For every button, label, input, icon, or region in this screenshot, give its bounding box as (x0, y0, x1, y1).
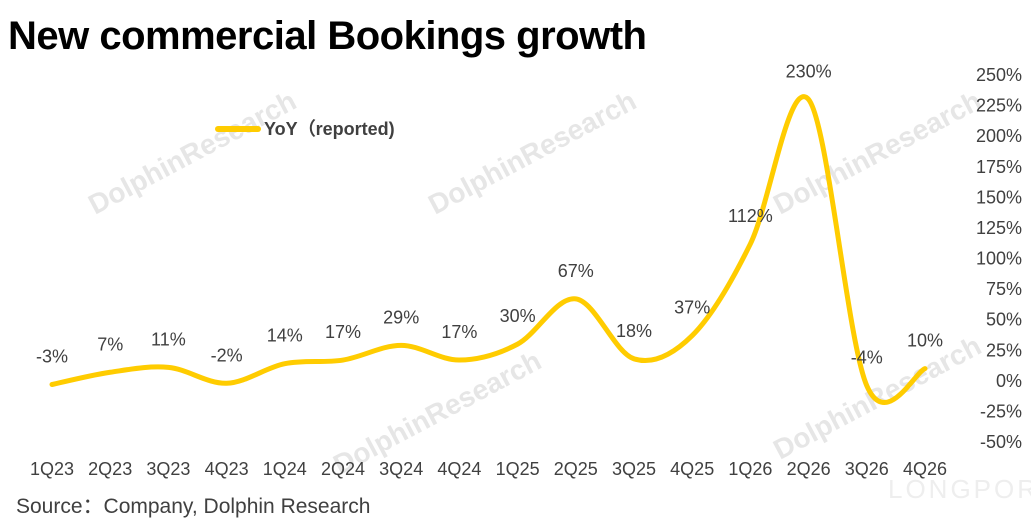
watermark-text: DolphinResearch (768, 85, 986, 220)
data-label: 7% (97, 334, 123, 354)
y-tick-label: 150% (976, 187, 1022, 207)
data-label: 30% (500, 306, 536, 326)
data-label: 112% (728, 206, 773, 226)
x-tick-label: 3Q26 (845, 459, 889, 479)
data-label: 14% (267, 326, 303, 346)
data-label: 11% (151, 329, 186, 349)
y-tick-label: 200% (976, 126, 1022, 146)
y-tick-label: -50% (980, 432, 1022, 452)
x-tick-label: 4Q25 (670, 459, 714, 479)
y-tick-label: 75% (986, 279, 1022, 299)
x-tick-label: 2Q24 (321, 459, 365, 479)
y-tick-label: 175% (976, 157, 1022, 177)
data-label: 67% (558, 261, 594, 281)
x-tick-label: 1Q25 (496, 459, 540, 479)
y-axis-ticks: 250% 225% 200% 175% 150% 125% 100% 75% 50% 25% 0% -… (976, 65, 1022, 452)
y-tick-label: -25% (980, 401, 1022, 421)
x-tick-label: 4Q23 (205, 459, 249, 479)
data-label: -4% (851, 348, 883, 368)
watermark-layer: DolphinResearch DolphinResearch DolphinRes… (83, 85, 1031, 504)
x-tick-label: 1Q24 (263, 459, 307, 479)
data-label: 17% (325, 322, 361, 342)
x-tick-label: 3Q25 (612, 459, 656, 479)
data-label: -2% (211, 345, 243, 365)
x-tick-label: 2Q25 (554, 459, 598, 479)
y-tick-label: 250% (976, 65, 1022, 85)
x-tick-label: 3Q24 (379, 459, 423, 479)
x-tick-label: 1Q26 (728, 459, 772, 479)
source-note: Source：Company, Dolphin Research (16, 495, 371, 518)
data-label: 10% (907, 331, 943, 351)
data-label: 230% (786, 61, 832, 81)
x-tick-label: 1Q23 (30, 459, 74, 479)
data-label: 17% (441, 322, 477, 342)
series-line-yoy (49, 94, 928, 405)
data-label: -3% (36, 347, 68, 367)
chart-title: New commercial Bookings growth (8, 14, 647, 58)
y-tick-label: 100% (976, 249, 1022, 269)
x-tick-label: 3Q23 (146, 459, 190, 479)
data-label: 29% (383, 307, 419, 327)
x-tick-label: 4Q26 (903, 459, 947, 479)
y-tick-label: 25% (986, 340, 1022, 360)
x-axis-ticks: 1Q23 2Q23 3Q23 4Q23 1Q24 2Q24 3Q24 4Q24 1Q25 2Q25… (30, 459, 947, 479)
y-tick-label: 0% (996, 371, 1022, 391)
watermark-brand: LONGPORT (888, 474, 1031, 504)
x-tick-label: 2Q23 (88, 459, 132, 479)
data-labels: -3% 7% 11% -2% 14% 17% 29% 17% 30% 67% 18% 37% 112% 2… (36, 61, 943, 367)
y-tick-label: 50% (986, 310, 1022, 330)
watermark-text: DolphinResearch (423, 85, 641, 220)
legend: YoY（reported) (215, 119, 395, 139)
data-label: 37% (674, 298, 710, 318)
x-tick-label: 2Q26 (787, 459, 831, 479)
y-tick-label: 125% (976, 218, 1022, 238)
y-tick-label: 225% (976, 96, 1022, 116)
x-tick-label: 4Q24 (437, 459, 481, 479)
legend-label: YoY（reported) (264, 119, 395, 139)
watermark-text: DolphinResearch (83, 85, 301, 220)
data-label: 18% (616, 321, 652, 341)
